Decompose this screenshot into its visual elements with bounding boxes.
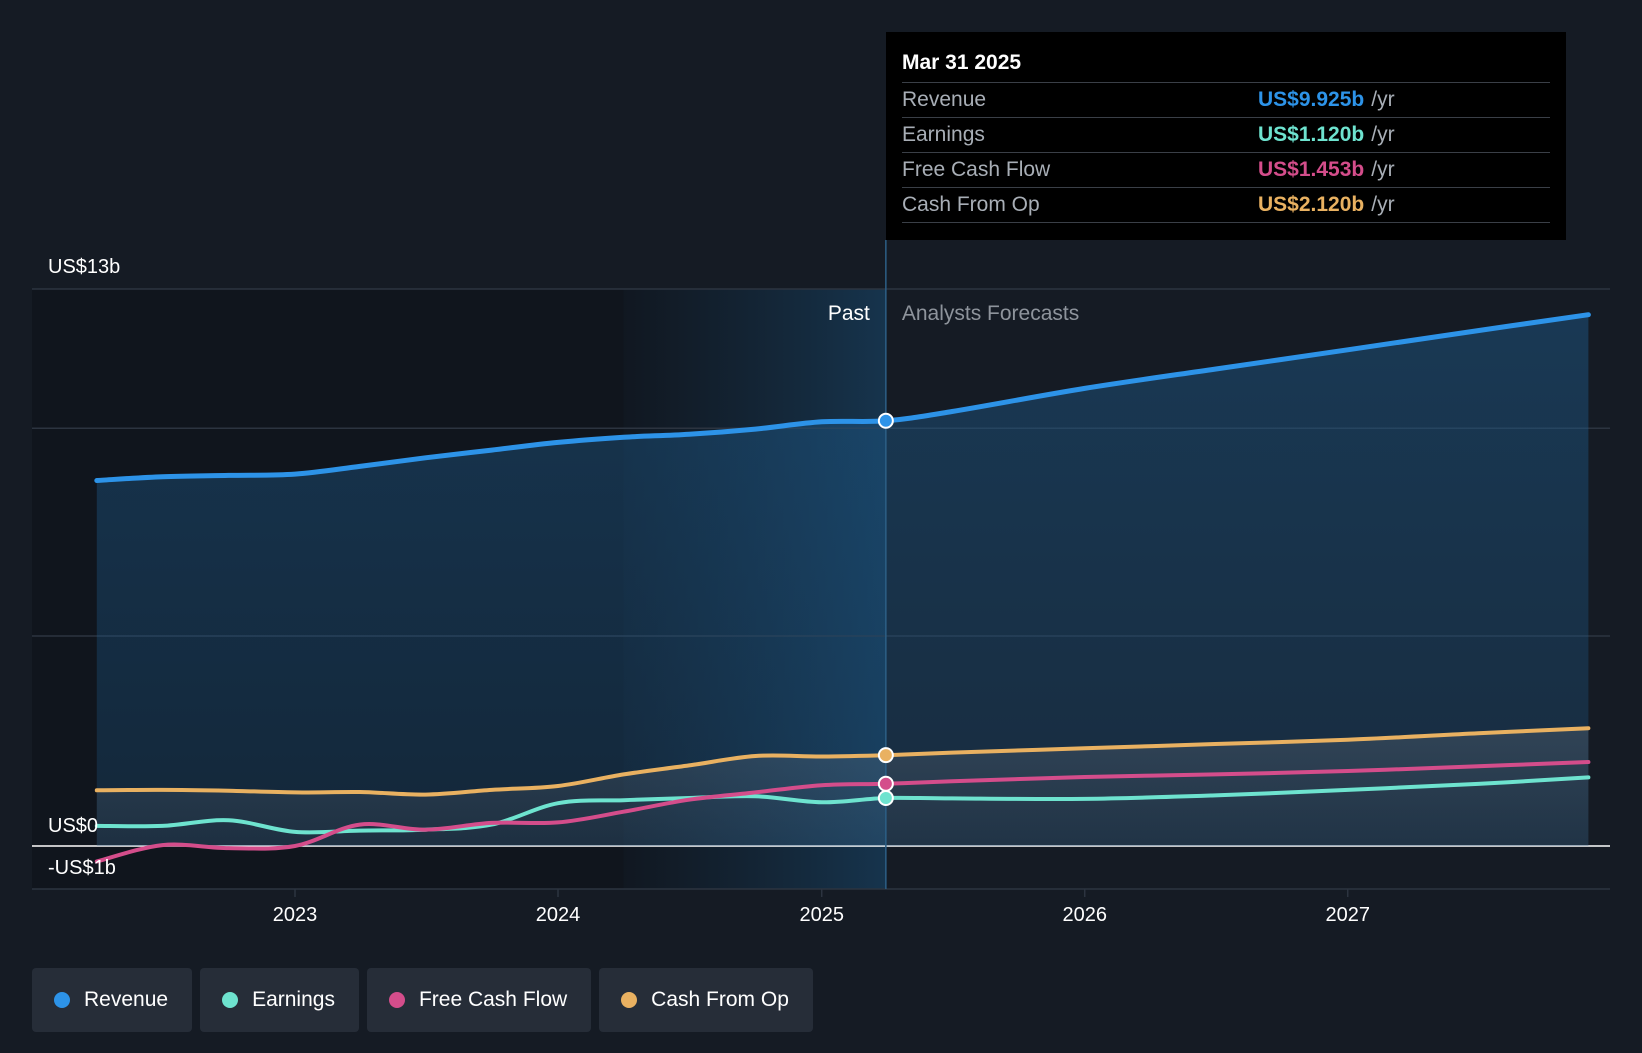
tooltip-label: Free Cash Flow: [902, 158, 1051, 181]
tooltip-row-free-cash-flow: Free Cash Flow US$1.453b /yr: [902, 153, 1550, 188]
legend-dot-icon: [621, 992, 638, 1008]
legend: Revenue Earnings Free Cash Flow Cash Fro…: [32, 968, 813, 1032]
tooltip-label: Earnings: [902, 123, 985, 146]
tooltip-date: Mar 31 2025: [902, 48, 1550, 83]
tooltip-value: US$9.925b: [1258, 88, 1365, 111]
legend-label: Earnings: [252, 988, 335, 1011]
tooltip-label: Revenue: [902, 88, 987, 111]
area-fill-revenue: [96, 314, 1589, 846]
point-marker-cash-from-op[interactable]: [877, 747, 894, 764]
legend-dot-icon: [388, 992, 405, 1008]
area-fill-cash-from-op: [96, 728, 1589, 846]
legend-dot-icon: [222, 992, 239, 1008]
legend-label: Free Cash Flow: [418, 988, 568, 1011]
x-tick-label: 2026: [1062, 904, 1107, 926]
y-label-top: US$13b: [48, 256, 120, 278]
x-tick-label: 2027: [1325, 904, 1370, 926]
tooltip: Mar 31 2025 Revenue US$9.925b /yr Earnin…: [886, 32, 1566, 240]
tooltip-unit: /yr: [1371, 158, 1395, 181]
y-label-zero: US$0: [48, 815, 98, 837]
x-tick-label: 2024: [536, 904, 581, 926]
series-line-free-cash-flow: [94, 760, 1591, 864]
tooltip-row-cash-from-op: Cash From Op US$2.120b /yr: [902, 188, 1550, 223]
tooltip-value: US$2.120b: [1258, 193, 1365, 216]
x-tick-label: 2023: [273, 904, 318, 926]
point-marker-free-cash-flow[interactable]: [877, 775, 894, 792]
tooltip-row-earnings: Earnings US$1.120b /yr: [902, 118, 1550, 153]
section-label-forecast: Analysts Forecasts: [902, 302, 1079, 325]
tooltip-row-revenue: Revenue US$9.925b /yr: [902, 83, 1550, 118]
legend-label: Cash From Op: [651, 988, 789, 1011]
y-label-bottom: -US$1b: [48, 857, 116, 879]
legend-label: Revenue: [84, 988, 169, 1011]
legend-item-cash-from-op[interactable]: Cash From Op: [599, 968, 813, 1032]
tooltip-unit: /yr: [1371, 123, 1395, 146]
tooltip-value: US$1.120b: [1258, 123, 1365, 146]
tooltip-unit: /yr: [1371, 193, 1395, 216]
x-tick-label: 2025: [799, 904, 844, 926]
series-line-revenue: [94, 312, 1591, 483]
legend-item-earnings[interactable]: Earnings: [200, 968, 359, 1032]
tooltip-unit: /yr: [1371, 88, 1395, 111]
legend-item-free-cash-flow[interactable]: Free Cash Flow: [366, 968, 592, 1032]
point-marker-revenue[interactable]: [877, 412, 894, 429]
tooltip-value: US$1.453b: [1258, 158, 1365, 181]
legend-item-revenue[interactable]: Revenue: [32, 968, 193, 1032]
section-label-past: Past: [828, 302, 870, 325]
legend-dot-icon: [54, 992, 70, 1008]
point-marker-earnings[interactable]: [877, 790, 894, 807]
tooltip-label: Cash From Op: [902, 193, 1040, 216]
series-line-cash-from-op: [94, 726, 1591, 797]
